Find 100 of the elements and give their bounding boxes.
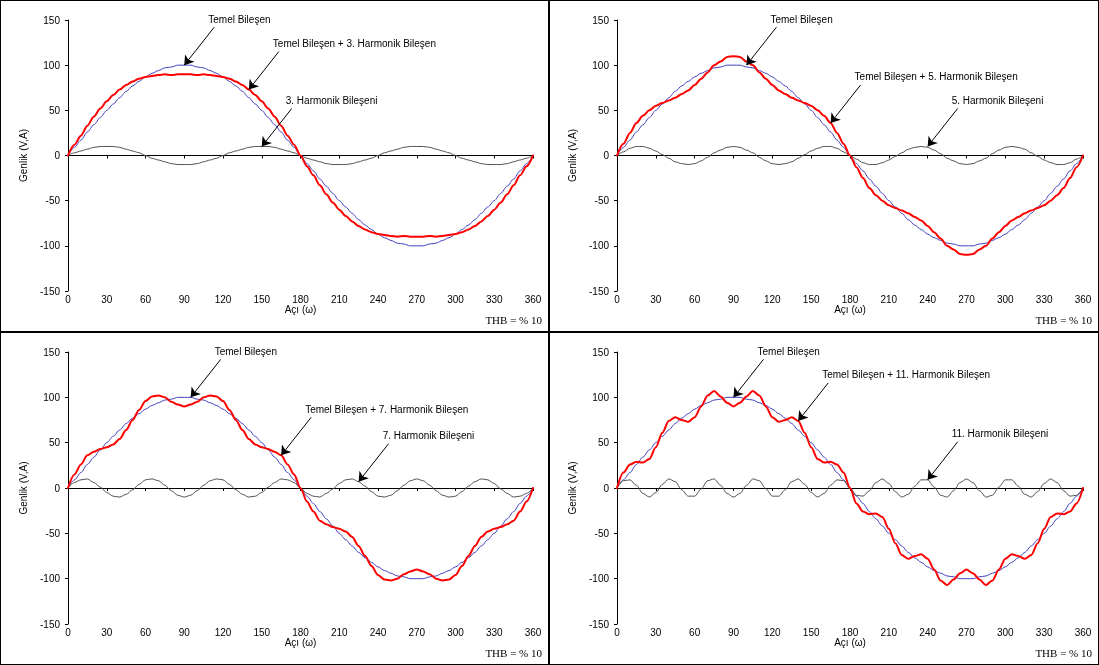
x-tick-label: 300 — [996, 626, 1015, 638]
x-tick-label: 180 — [841, 626, 859, 638]
y-tick-label: -100 — [588, 573, 610, 585]
annotation: Temel Bileşen + 5. Harmonik Bileşen — [854, 71, 1018, 83]
text: THB = % 10 — [485, 646, 543, 659]
x-tick-label: 270 — [408, 626, 426, 638]
x-tick-label: 90 — [178, 626, 191, 638]
x-tick-label: 240 — [369, 293, 387, 305]
x-tick-label: 60 — [139, 626, 152, 638]
x-axis-title: Açı (ω) — [834, 636, 866, 648]
annotation: 5. Harmonik Bileşeni — [951, 94, 1044, 106]
x-tick-label: 210 — [330, 293, 349, 305]
y-tick-label: 50 — [597, 437, 610, 449]
x-tick-label: 210 — [880, 293, 898, 305]
x-axis-title: Açı (ω) — [834, 303, 866, 315]
x-tick-label: 60 — [689, 626, 701, 638]
y-axis-title: Genlik (V,A) — [566, 129, 578, 182]
x-tick-label: 330 — [1035, 293, 1053, 305]
x-tick-label: 120 — [214, 626, 232, 638]
annotation: Temel Bileşen — [214, 345, 277, 357]
text: THB = % 10 — [485, 313, 543, 326]
x-tick-label: 0 — [614, 293, 621, 305]
y-tick-label: -150 — [588, 285, 610, 297]
x-tick-label: 240 — [919, 626, 937, 638]
y-tick-label: -50 — [45, 195, 61, 207]
y-tick-label: 150 — [43, 14, 61, 26]
y-axis-title: Genlik (V,A) — [566, 461, 578, 515]
x-tick-label: 90 — [727, 293, 740, 305]
x-tick-label: 360 — [524, 626, 542, 638]
y-tick-label: 0 — [54, 150, 61, 161]
x-tick-label: 210 — [330, 626, 349, 638]
x-tick-label: 150 — [802, 626, 820, 638]
y-tick-label: 100 — [592, 391, 610, 403]
y-tick-label: 50 — [597, 104, 610, 116]
x-tick-label: 270 — [408, 293, 426, 305]
x-tick-label: 0 — [614, 626, 621, 638]
y-tick-label: 150 — [592, 14, 610, 26]
x-tick-label: 180 — [841, 293, 859, 305]
x-tick-label: 150 — [253, 293, 271, 305]
y-tick-label: 0 — [603, 150, 610, 161]
x-tick-label: 330 — [1035, 626, 1053, 638]
y-tick-label: 150 — [592, 346, 610, 358]
x-tick-label: 240 — [919, 293, 937, 305]
annotation: Temel Bileşen + 11. Harmonik Bileşen — [822, 369, 991, 381]
x-tick-label: 30 — [650, 626, 662, 638]
y-tick-label: 50 — [48, 104, 61, 116]
annotation: Temel Bileşen — [757, 345, 820, 357]
annotation: 3. Harmonik Bileşeni — [285, 94, 378, 106]
x-tick-label: 360 — [1074, 626, 1092, 638]
y-tick-label: -100 — [39, 240, 61, 252]
y-tick-label: 100 — [43, 391, 61, 403]
x-tick-label: 240 — [369, 626, 387, 638]
x-tick-label: 0 — [65, 293, 72, 305]
y-tick-label: 100 — [592, 59, 610, 71]
text: THB = % 10 — [1035, 313, 1093, 326]
x-tick-label: 120 — [214, 293, 232, 305]
annotation: 11. Harmonik Bileşeni — [951, 428, 1049, 440]
x-tick-label: 150 — [802, 293, 820, 305]
x-tick-label: 330 — [485, 626, 504, 638]
x-tick-label: 270 — [958, 626, 976, 638]
x-tick-label: 30 — [101, 626, 113, 638]
y-tick-label: -150 — [588, 618, 610, 630]
annotation: 7. Harmonik Bileşeni — [382, 430, 475, 442]
x-tick-label: 30 — [650, 293, 662, 305]
x-tick-label: 180 — [292, 293, 310, 305]
x-tick-label: 180 — [292, 626, 310, 638]
x-axis-title: Açı (ω) — [284, 303, 317, 315]
x-tick-label: 300 — [447, 293, 465, 305]
y-tick-label: 0 — [603, 482, 610, 494]
x-tick-label: 30 — [101, 293, 113, 305]
x-tick-label: 120 — [763, 626, 782, 638]
x-tick-label: 90 — [178, 293, 191, 305]
y-tick-label: -150 — [39, 285, 61, 297]
y-tick-label: -50 — [594, 195, 610, 207]
text: THB = % 10 — [1035, 646, 1093, 659]
y-axis-title: Genlik (V,A) — [17, 129, 29, 182]
y-tick-label: 50 — [48, 437, 61, 449]
x-tick-label: 90 — [727, 626, 740, 638]
x-tick-label: 150 — [253, 626, 271, 638]
y-tick-label: -150 — [39, 618, 61, 630]
annotation: Temel Bileşen + 3. Harmonik Bileşen — [272, 38, 436, 50]
x-tick-label: 330 — [485, 293, 504, 305]
y-tick-label: 0 — [54, 482, 61, 494]
x-tick-label: 300 — [996, 293, 1015, 305]
y-tick-label: -50 — [45, 527, 61, 539]
annotation: Temel Bileşen — [770, 13, 833, 25]
x-tick-label: 60 — [689, 293, 701, 305]
y-tick-label: 100 — [43, 59, 61, 71]
x-tick-label: 360 — [524, 293, 542, 305]
x-tick-label: 270 — [958, 293, 976, 305]
x-tick-label: 120 — [763, 293, 782, 305]
x-tick-label: 210 — [880, 626, 898, 638]
annotation: Temel Bileşen + 7. Harmonik Bileşen — [305, 403, 469, 415]
y-tick-label: -100 — [588, 240, 610, 252]
x-axis-title: Açı (ω) — [284, 636, 317, 648]
y-axis-title: Genlik (V,A) — [17, 461, 29, 515]
x-tick-label: 300 — [447, 626, 465, 638]
x-tick-label: 60 — [139, 293, 152, 305]
y-tick-label: 150 — [43, 346, 61, 358]
x-tick-label: 0 — [65, 626, 72, 638]
